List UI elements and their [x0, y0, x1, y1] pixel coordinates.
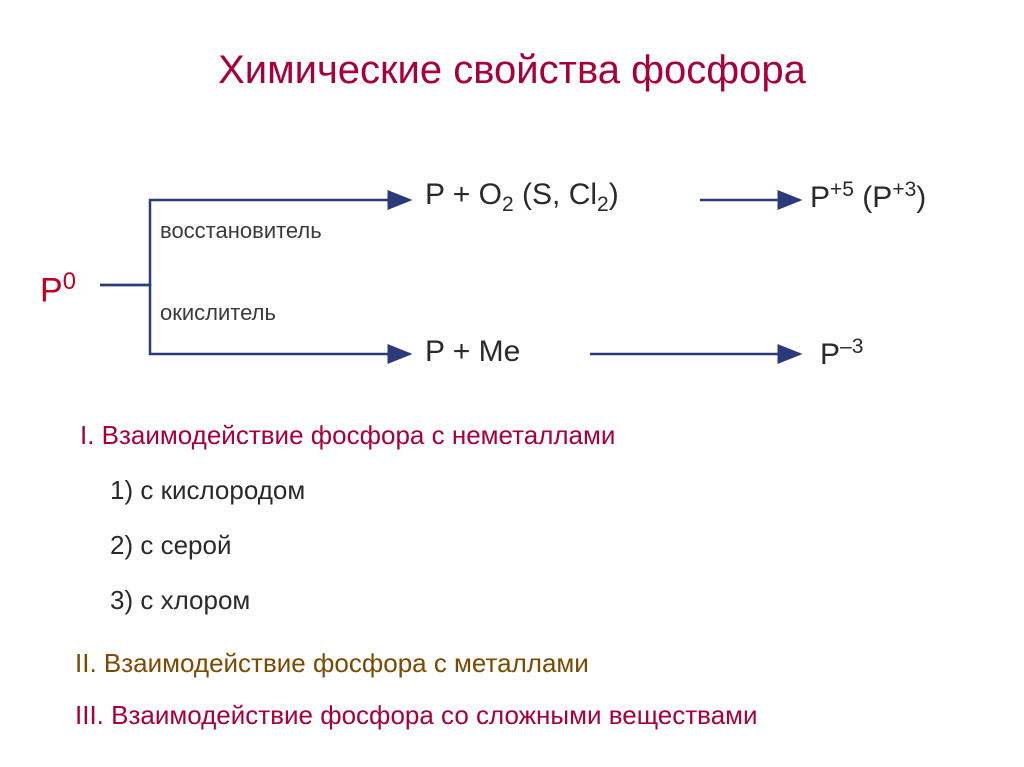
list-item-3: 3) с хлором [110, 585, 250, 616]
list-item-1: 1) с кислородом [110, 475, 305, 506]
section-3: III. Взаимодействие фосфора со сложными … [75, 700, 758, 731]
formula-bottom-left: P + Me [425, 335, 520, 369]
formula-top-right: P+5 (P+3) [810, 178, 926, 215]
branch-label-bottom: окислитель [160, 300, 276, 326]
formula-top-left: P + O2 (S, Cl2) [425, 178, 619, 217]
branch-label-top: восстановитель [160, 218, 322, 244]
section-2: II. Взаимодействие фосфора с металлами [75, 648, 589, 679]
formula-bottom-right: P–3 [820, 335, 863, 372]
page-title: Химические свойства фосфора [0, 48, 1024, 93]
p-zero-base: P [40, 271, 63, 309]
list-item-2: 2) с серой [110, 530, 231, 561]
p-zero-sup: 0 [63, 268, 76, 295]
section-1: I. Взаимодействие фосфора с неметаллами [80, 420, 615, 451]
p-zero: P0 [40, 268, 76, 310]
